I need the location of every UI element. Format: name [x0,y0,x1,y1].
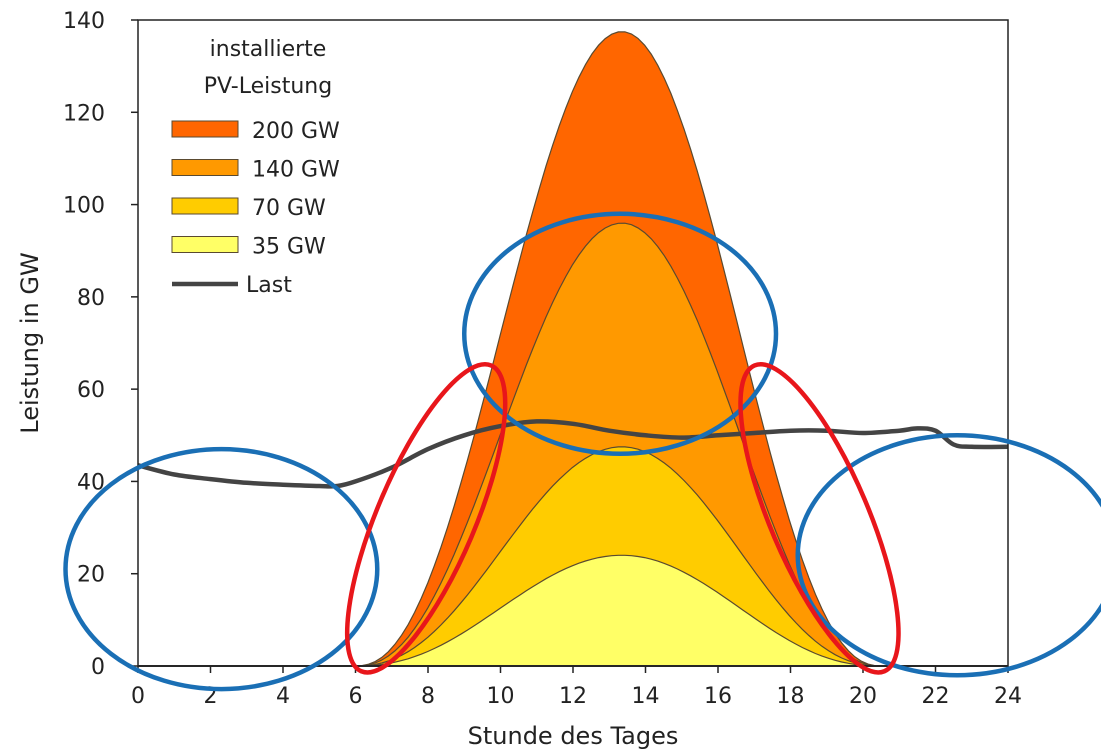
x-tick-label: 24 [994,684,1022,709]
legend-swatch [171,197,239,215]
y-tick-label: 20 [77,563,105,588]
y-tick-label: 100 [63,194,105,219]
x-tick-label: 4 [276,684,290,709]
legend: installierte PV-Leistung 200 GW 140 GW 70 … [171,37,340,298]
annotation-ellipse [738,361,901,675]
x-ticks: 0 2 4 6 8 10 12 14 16 18 20 22 24 [131,666,1022,709]
x-tick-label: 10 [487,684,515,709]
annotation-ellipse [63,446,380,692]
legend-label: 35 GW [252,235,326,260]
legend-title-line2: PV-Leistung [204,74,332,99]
legend-swatch [171,120,239,138]
load-line [137,419,1009,489]
x-tick-label: 6 [349,684,363,709]
legend-items: 200 GW 140 GW 70 GW 35 GW Last [171,119,340,298]
y-axis-title: Leistung in GW [16,252,44,433]
annotations [63,211,1101,692]
x-tick-label: 0 [131,684,145,709]
legend-swatch [171,159,239,176]
y-tick-label: 140 [63,9,105,34]
area-35-gw [355,554,882,667]
annotation-ellipse [462,211,779,456]
x-tick-label: 12 [559,684,587,709]
x-tick-label: 16 [704,684,732,709]
y-tick-label: 60 [77,378,105,403]
y-tick-label: 0 [91,655,105,680]
x-tick-label: 20 [849,684,877,709]
x-tick-label: 14 [632,684,660,709]
load-line-group [137,419,1009,489]
legend-label: 140 GW [252,158,340,183]
y-tick-label: 120 [63,101,105,126]
x-tick-label: 18 [777,684,805,709]
legend-label: 70 GW [252,196,326,221]
legend-load-label: Last [246,273,292,298]
x-tick-label: 22 [922,684,950,709]
legend-swatch [171,236,239,253]
annotation-ellipse [344,361,508,675]
x-axis-title: Stunde des Tages [468,722,679,750]
x-tick-label: 8 [421,684,435,709]
legend-label: 200 GW [252,119,340,144]
pv-areas [138,31,1008,667]
legend-title-line1: installierte [210,37,327,62]
annotation-ellipse [795,433,1101,678]
y-tick-label: 80 [77,286,105,311]
